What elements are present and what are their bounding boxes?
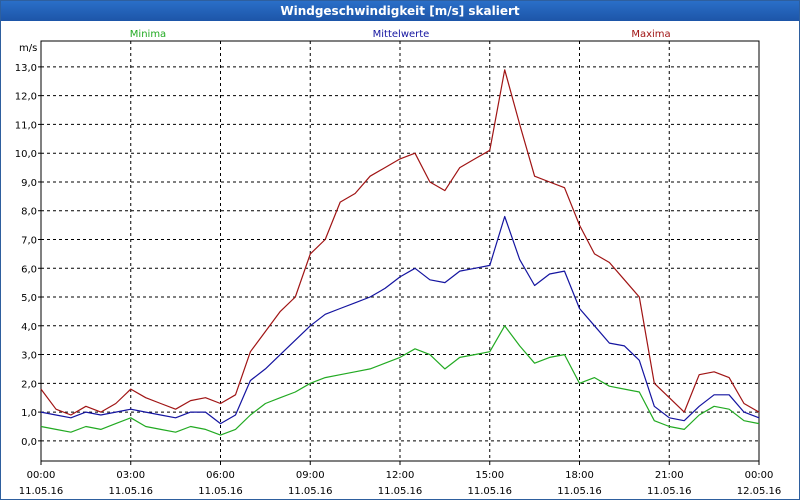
- x-tick-time: 03:00: [116, 470, 145, 481]
- x-tick-time: 00:00: [745, 470, 774, 481]
- x-tick-date: 11.05.16: [198, 486, 243, 497]
- x-axis-ticks: 00:00 11.05.16 03:00 11.05.16 06:00 11.05.16 0…: [19, 461, 782, 497]
- y-tick-label: 8,0: [21, 207, 37, 218]
- y-tick-label: 7,0: [21, 235, 37, 246]
- x-tick-date: 11.05.16: [378, 486, 423, 497]
- y-tick-label: 0,0: [21, 437, 37, 448]
- x-tick-time: 21:00: [655, 470, 684, 481]
- x-tick-time: 15:00: [475, 470, 504, 481]
- legend-maxima: Maxima: [631, 29, 670, 40]
- x-tick-time: 12:00: [386, 470, 415, 481]
- y-tick-label: 10,0: [15, 149, 37, 160]
- y-tick-label: 5,0: [21, 293, 37, 304]
- grid-lines: [41, 41, 759, 461]
- x-tick-date: 12.05.16: [737, 486, 782, 497]
- legend-minima: Minima: [130, 29, 166, 40]
- y-axis-ticks: 0,0 1,0 2,0 3,0 4,0 5,0 6,0 7,0 8,0 9,0 10,0 11,0 12…: [15, 63, 41, 448]
- y-tick-label: 9,0: [21, 178, 37, 189]
- x-tick-date: 11.05.16: [557, 486, 602, 497]
- x-tick-date: 11.05.16: [19, 486, 64, 497]
- y-tick-label: 1,0: [21, 408, 37, 419]
- y-tick-label: 4,0: [21, 322, 37, 333]
- y-axis-label: m/s: [19, 43, 37, 54]
- x-tick-date: 11.05.16: [467, 486, 512, 497]
- x-tick-date: 11.05.16: [108, 486, 153, 497]
- window-title: Windgeschwindigkeit [m/s] skaliert: [1, 1, 799, 21]
- legend: Minima Mittelwerte Maxima: [130, 29, 671, 40]
- series-line-maxima: [40, 69, 760, 416]
- x-tick-time: 00:00: [27, 470, 56, 481]
- x-tick-time: 09:00: [296, 470, 325, 481]
- y-tick-label: 2,0: [21, 379, 37, 390]
- y-tick-label: 12,0: [15, 92, 37, 103]
- x-tick-date: 11.05.16: [288, 486, 333, 497]
- y-tick-label: 6,0: [21, 264, 37, 275]
- y-tick-label: 13,0: [15, 63, 37, 74]
- series-line-mittelwerte: [40, 215, 760, 425]
- x-tick-date: 11.05.16: [647, 486, 692, 497]
- legend-mittelwerte: Mittelwerte: [373, 29, 430, 40]
- series-line-minima: [40, 325, 760, 436]
- x-tick-time: 06:00: [206, 470, 235, 481]
- y-tick-label: 3,0: [21, 351, 37, 362]
- series-lines: [40, 69, 760, 436]
- x-tick-time: 18:00: [565, 470, 594, 481]
- y-tick-label: 11,0: [15, 120, 37, 131]
